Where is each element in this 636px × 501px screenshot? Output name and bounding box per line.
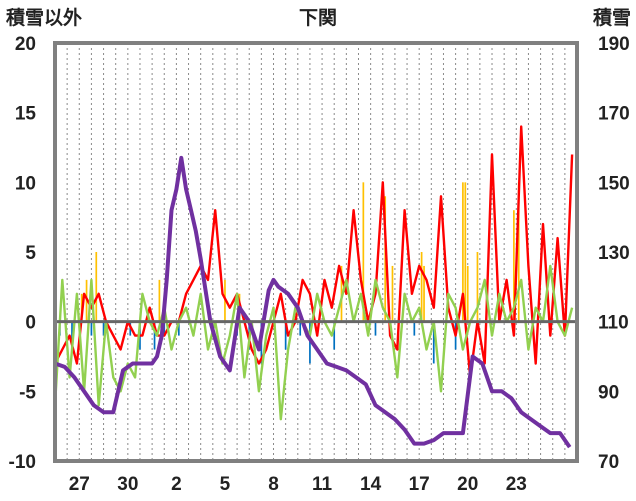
bar — [391, 265, 394, 322]
x-tick-label: 5 — [220, 474, 231, 495]
left-tick-label: -10 — [9, 452, 36, 473]
chart-title: 下関 — [299, 7, 337, 29]
series-line — [53, 125, 574, 379]
x-tick-label: 14 — [360, 474, 382, 495]
bar — [384, 196, 387, 322]
bar — [517, 182, 520, 322]
bar — [423, 265, 425, 322]
left-tick-label: 0 — [25, 313, 36, 334]
bar — [413, 321, 416, 336]
right-axis-label: 積雪 — [593, 6, 631, 29]
bar — [153, 321, 156, 350]
series-lines — [53, 125, 574, 449]
bar — [177, 321, 180, 336]
series-line — [53, 264, 574, 421]
bar — [299, 321, 302, 336]
x-tick-label: 8 — [268, 474, 279, 495]
left-tick-label: -5 — [19, 382, 36, 403]
x-tick-label: 11 — [312, 474, 333, 495]
left-axis-label: 積雪以外 — [6, 6, 82, 29]
bar — [466, 265, 469, 322]
left-tick-label: 15 — [15, 104, 37, 125]
bar — [158, 279, 161, 322]
bar — [362, 182, 365, 322]
x-tick-label: 30 — [117, 474, 138, 495]
x-tick-label: 27 — [69, 474, 90, 495]
grid — [66, 43, 566, 461]
left-tick-label: 20 — [15, 34, 36, 55]
right-tick-label: 130 — [598, 243, 630, 264]
x-tick-label: 17 — [409, 474, 430, 495]
right-tick-label: 170 — [598, 104, 630, 125]
right-tick-label: 110 — [598, 313, 629, 334]
left-tick-label: 5 — [25, 243, 36, 264]
tick-labels: 20 15 10 5 0 -5 -10 190 170 150 130 110 90 70 27 30 2 5 8 1… — [9, 34, 630, 495]
x-tick-label: 20 — [457, 474, 478, 495]
bar — [333, 321, 336, 350]
x-tick-label: 2 — [171, 474, 182, 495]
bar — [90, 321, 93, 336]
bar — [374, 321, 377, 336]
bar — [513, 210, 515, 322]
plot-frame — [53, 41, 579, 463]
right-tick-label: 190 — [598, 34, 630, 55]
bar — [284, 321, 287, 350]
left-tick-label: 10 — [15, 173, 36, 194]
series-line — [54, 155, 572, 449]
bar — [476, 252, 479, 322]
bar — [102, 321, 105, 336]
bar — [71, 321, 73, 350]
bar — [464, 182, 467, 322]
bar — [462, 182, 464, 322]
right-tick-label: 70 — [598, 452, 619, 473]
bar — [420, 252, 423, 322]
bar — [95, 252, 98, 322]
bar — [432, 321, 435, 364]
right-tick-label: 150 — [598, 173, 630, 194]
x-tick-label: 23 — [506, 474, 527, 495]
right-tick-label: 90 — [598, 382, 619, 403]
